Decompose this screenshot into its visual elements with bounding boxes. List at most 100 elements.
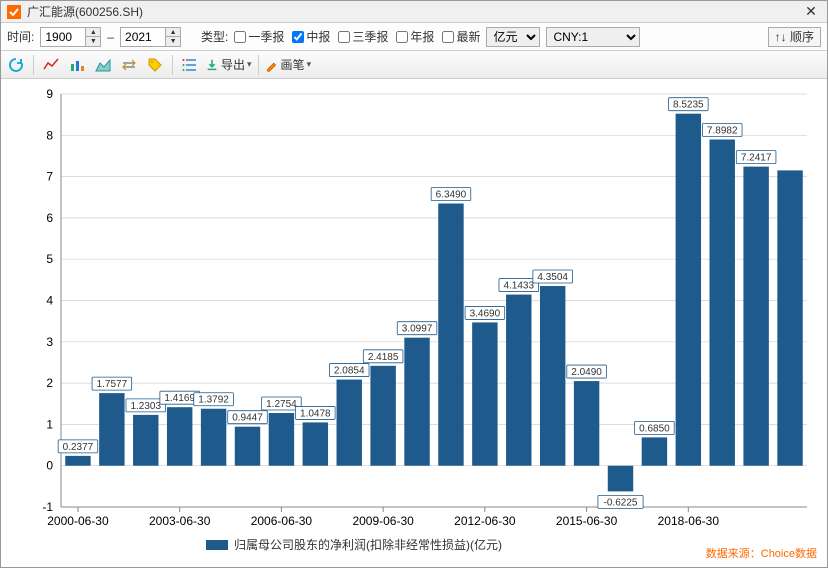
- unit-select[interactable]: 亿元: [486, 27, 540, 47]
- svg-text:2.0854: 2.0854: [334, 366, 365, 377]
- bar[interactable]: [642, 437, 667, 465]
- bar[interactable]: [133, 415, 158, 466]
- svg-text:1: 1: [46, 417, 53, 431]
- type-checkbox-group: 一季报中报三季报年报最新: [234, 28, 480, 45]
- type-checkbox[interactable]: 一季报: [234, 28, 284, 45]
- type-checkbox[interactable]: 年报: [396, 28, 434, 45]
- year-from-stepper[interactable]: ▲▼: [40, 27, 101, 47]
- svg-text:3.0997: 3.0997: [402, 324, 433, 335]
- type-label: 类型:: [201, 28, 228, 45]
- svg-text:2006-06-30: 2006-06-30: [251, 514, 313, 528]
- area-chart-icon[interactable]: [92, 54, 114, 76]
- bar[interactable]: [777, 170, 802, 465]
- up-icon[interactable]: ▲: [86, 28, 100, 37]
- svg-text:7.2417: 7.2417: [741, 153, 772, 164]
- svg-text:1.0478: 1.0478: [300, 408, 331, 419]
- svg-text:2.0490: 2.0490: [571, 367, 602, 378]
- bar[interactable]: [574, 381, 599, 466]
- currency-select[interactable]: CNY:1: [546, 27, 640, 47]
- svg-text:4.3504: 4.3504: [537, 272, 568, 283]
- down-icon[interactable]: ▼: [166, 37, 180, 46]
- svg-text:2003-06-30: 2003-06-30: [149, 514, 211, 528]
- range-sep: –: [107, 30, 114, 44]
- svg-text:1.2303: 1.2303: [130, 401, 161, 412]
- controls-row: 时间: ▲▼ – ▲▼ 类型: 一季报中报三季报年报最新 亿元 CNY:1 ↑↓…: [1, 23, 827, 51]
- svg-text:2000-06-30: 2000-06-30: [47, 514, 109, 528]
- type-checkbox[interactable]: 三季报: [338, 28, 388, 45]
- svg-text:2015-06-30: 2015-06-30: [556, 514, 618, 528]
- svg-text:1.2754: 1.2754: [266, 399, 297, 410]
- refresh-icon[interactable]: [5, 54, 27, 76]
- line-chart-icon[interactable]: [40, 54, 62, 76]
- bar[interactable]: [99, 393, 124, 466]
- toolbar: 导出▾ 画笔▾: [1, 51, 827, 79]
- svg-text:2: 2: [46, 376, 53, 390]
- order-button[interactable]: ↑↓ 顺序: [768, 27, 821, 47]
- svg-text:6.3490: 6.3490: [436, 189, 467, 200]
- down-icon[interactable]: ▼: [86, 37, 100, 46]
- svg-text:4: 4: [46, 294, 53, 308]
- svg-text:2018-06-30: 2018-06-30: [658, 514, 720, 528]
- compare-icon[interactable]: [118, 54, 140, 76]
- svg-text:0.9447: 0.9447: [232, 413, 263, 424]
- bar[interactable]: [404, 338, 429, 466]
- bar[interactable]: [710, 140, 735, 466]
- chart-area: -1 0 1 2 3 4 5 6 7 8 9 0.2377 1.75771.23031.41691.37…: [1, 79, 827, 567]
- svg-text:4.1433: 4.1433: [503, 281, 534, 292]
- svg-text:8: 8: [46, 128, 53, 142]
- tag-icon[interactable]: [144, 54, 166, 76]
- bar[interactable]: [743, 167, 768, 466]
- bar[interactable]: [370, 366, 395, 466]
- svg-text:1.4169: 1.4169: [164, 393, 195, 404]
- svg-text:0.6850: 0.6850: [639, 423, 670, 434]
- year-to-stepper[interactable]: ▲▼: [120, 27, 181, 47]
- svg-text:9: 9: [46, 87, 53, 101]
- export-button[interactable]: 导出▾: [205, 56, 252, 73]
- svg-text:0: 0: [46, 459, 53, 473]
- app-logo-icon: [7, 5, 21, 19]
- year-to-input[interactable]: [121, 28, 165, 46]
- svg-text:2.4185: 2.4185: [368, 352, 399, 363]
- bar[interactable]: [167, 407, 192, 466]
- bar-chart: -1 0 1 2 3 4 5 6 7 8 9 0.2377 1.75771.23031.41691.37…: [1, 79, 827, 567]
- svg-text:2009-06-30: 2009-06-30: [352, 514, 414, 528]
- bar[interactable]: [438, 203, 463, 465]
- bar-chart-icon[interactable]: [66, 54, 88, 76]
- bar[interactable]: [269, 413, 294, 466]
- svg-text:5: 5: [46, 252, 53, 266]
- bar[interactable]: [303, 422, 328, 465]
- bar[interactable]: [608, 466, 633, 492]
- type-checkbox[interactable]: 中报: [292, 28, 330, 45]
- bar[interactable]: [506, 295, 531, 466]
- svg-text:7.8982: 7.8982: [707, 126, 738, 137]
- data-credit: 数据来源：Choice数据: [706, 545, 817, 561]
- svg-text:-0.6225: -0.6225: [604, 497, 638, 508]
- svg-text:-1: -1: [42, 500, 53, 514]
- app-window: 广汇能源(600256.SH) ✕ 时间: ▲▼ – ▲▼ 类型: 一季报中报三…: [0, 0, 828, 568]
- svg-text:6: 6: [46, 211, 53, 225]
- svg-text:3: 3: [46, 335, 53, 349]
- svg-text:1.3792: 1.3792: [198, 395, 229, 406]
- bar[interactable]: [337, 380, 362, 466]
- bar[interactable]: [540, 286, 565, 466]
- bar[interactable]: [235, 427, 260, 466]
- list-icon[interactable]: [179, 54, 201, 76]
- svg-text:0.2377: 0.2377: [63, 442, 94, 453]
- window-title: 广汇能源(600256.SH): [27, 3, 801, 20]
- bar[interactable]: [65, 456, 90, 466]
- brush-button[interactable]: 画笔▾: [265, 56, 312, 73]
- close-button[interactable]: ✕: [801, 3, 821, 20]
- svg-text:7: 7: [46, 170, 53, 184]
- up-icon[interactable]: ▲: [166, 28, 180, 37]
- bar[interactable]: [201, 409, 226, 466]
- svg-text:8.5235: 8.5235: [673, 100, 704, 111]
- legend-label: 归属母公司股东的净利润(扣除非经常性损益)(亿元): [234, 537, 502, 552]
- bar[interactable]: [676, 114, 701, 466]
- time-label: 时间:: [7, 28, 34, 45]
- type-checkbox[interactable]: 最新: [442, 28, 480, 45]
- titlebar: 广汇能源(600256.SH) ✕: [1, 1, 827, 23]
- svg-text:3.4690: 3.4690: [470, 308, 501, 319]
- bar[interactable]: [472, 322, 497, 465]
- svg-text:1.7577: 1.7577: [97, 379, 128, 390]
- year-from-input[interactable]: [41, 28, 85, 46]
